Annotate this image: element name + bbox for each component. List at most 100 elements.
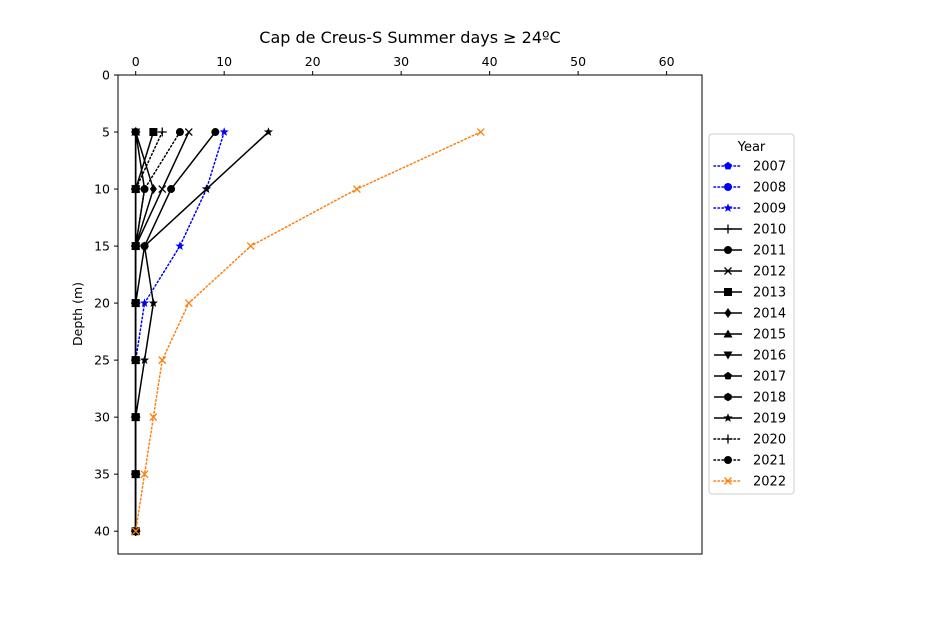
data-point [201, 184, 212, 193]
y-tick-label: 10 [94, 182, 110, 197]
data-point [158, 356, 167, 365]
legend-entry-2013: 2013 [714, 286, 786, 301]
series-2022 [131, 128, 485, 536]
legend-label: 2017 [753, 370, 786, 385]
data-point [149, 128, 158, 137]
legend-marker [724, 183, 732, 191]
data-point [149, 413, 158, 422]
legend-entry-2020: 2020 [713, 433, 786, 448]
legend-label: 2013 [753, 286, 786, 301]
data-point [139, 298, 150, 307]
legend-marker [724, 371, 732, 380]
data-point [175, 128, 184, 137]
legend-entry-2017: 2017 [714, 370, 786, 385]
data-point [263, 127, 273, 136]
legend-marker [723, 434, 733, 444]
legend-label: 2021 [753, 454, 786, 469]
x-tick-label: 40 [482, 54, 498, 69]
legend-marker [723, 351, 733, 360]
data-point [131, 242, 140, 251]
legend-entry-2016: 2016 [714, 349, 786, 364]
x-tick-label: 30 [393, 54, 409, 69]
data-point [184, 299, 193, 308]
x-tick-label: 0 [132, 54, 140, 69]
data-point [131, 299, 140, 308]
data-point [131, 413, 140, 422]
data-point [352, 185, 361, 194]
chart-title: Cap de Creus-S Summer days ≥ 24ºC [259, 28, 560, 47]
legend-label: 2007 [753, 160, 786, 175]
legend-label: 2009 [753, 202, 786, 217]
legend-label: 2022 [753, 475, 786, 490]
legend-entry-2012: 2012 [714, 265, 786, 280]
legend-label: 2016 [753, 349, 786, 364]
data-point [167, 185, 176, 194]
x-tick-label: 10 [216, 54, 232, 69]
data-point [157, 127, 167, 137]
series-line [134, 131, 482, 532]
legend-marker [724, 392, 732, 402]
y-tick-label: 5 [102, 125, 110, 140]
y-axis-label: Depth (m) [70, 282, 85, 346]
data-point [246, 242, 255, 251]
plot-area [131, 127, 485, 537]
x-tick-label: 50 [570, 54, 586, 69]
data-point [184, 128, 193, 136]
data-point [140, 185, 149, 194]
legend-title: Year [737, 140, 766, 155]
legend-entry-2022: 2022 [713, 475, 786, 490]
legend-marker [723, 224, 733, 234]
legend-entry-2019: 2019 [714, 412, 786, 427]
legend-entry-2011: 2011 [714, 244, 786, 259]
legend-entry-2008: 2008 [713, 181, 786, 196]
legend-label: 2011 [753, 244, 786, 259]
data-point [219, 127, 229, 136]
data-point [131, 184, 141, 194]
data-point [131, 527, 140, 536]
legend-marker [724, 288, 732, 296]
data-point [131, 470, 140, 479]
legend-box [708, 133, 795, 495]
legend-label: 2012 [753, 265, 786, 280]
data-point [148, 298, 158, 307]
x-axis: 0 10 20 30 40 50 60 [132, 54, 675, 75]
data-point [132, 127, 140, 137]
plot-frame [117, 74, 703, 555]
legend-marker [724, 477, 732, 485]
data-point [211, 128, 220, 137]
y-axis: 0 5 10 15 20 25 30 35 40 [94, 68, 118, 539]
legend-label: 2019 [753, 412, 786, 427]
legend-label: 2020 [753, 433, 786, 448]
data-point [139, 241, 150, 250]
data-point [139, 355, 150, 364]
legend-entry-2018: 2018 [714, 391, 786, 406]
data-point [476, 128, 485, 136]
y-tick-label: 0 [102, 68, 110, 83]
data-point [149, 184, 157, 195]
legend-entry-2009: 2009 [713, 202, 786, 217]
y-tick-label: 25 [94, 353, 110, 368]
series-line [134, 131, 181, 532]
legend-marker [723, 413, 733, 422]
y-tick-label: 30 [94, 410, 110, 425]
x-tick-label: 60 [659, 54, 675, 69]
legend-marker [724, 161, 732, 170]
y-tick-label: 40 [94, 524, 110, 539]
y-tick-label: 35 [94, 467, 110, 482]
legend-entry-2014: 2014 [714, 307, 786, 322]
legend-label: 2014 [753, 307, 786, 322]
series-line [134, 131, 163, 532]
legend-entry-2015: 2015 [714, 328, 786, 343]
legend-marker [724, 267, 732, 275]
legend-entry-2010: 2010 [714, 223, 786, 238]
y-tick-label: 15 [94, 239, 110, 254]
legend-label: 2018 [753, 391, 786, 406]
legend-marker [723, 329, 733, 338]
legend: Year 2007 2008 2009 2010 2011 2012 2013 2014 201… [708, 133, 795, 495]
legend-marker [724, 308, 732, 318]
data-point [131, 356, 140, 365]
data-point [140, 470, 149, 479]
legend-marker [724, 456, 732, 464]
